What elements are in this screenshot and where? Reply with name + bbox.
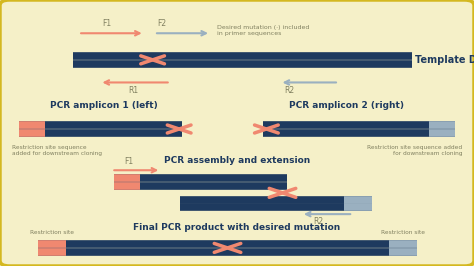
Text: Restriction site sequence
added for downstream cloning: Restriction site sequence added for down… (12, 145, 102, 156)
Text: Final PCR product with desired mutation: Final PCR product with desired mutation (133, 223, 341, 232)
Text: F1: F1 (124, 157, 134, 166)
Text: PCR assembly and extension: PCR assembly and extension (164, 156, 310, 165)
Text: Restriction site: Restriction site (381, 230, 425, 235)
Text: Template DNA: Template DNA (415, 55, 474, 65)
Text: R2: R2 (313, 217, 323, 226)
Text: PCR amplicon 1 (left): PCR amplicon 1 (left) (50, 101, 158, 110)
Text: R2: R2 (284, 86, 294, 95)
Text: Restriction site sequence added
for downstream cloning: Restriction site sequence added for down… (367, 145, 462, 156)
Text: F1: F1 (102, 19, 111, 28)
Text: Restriction site: Restriction site (30, 230, 74, 235)
Text: F2: F2 (157, 19, 166, 28)
Text: R1: R1 (128, 86, 138, 95)
Text: PCR amplicon 2 (right): PCR amplicon 2 (right) (289, 101, 403, 110)
Text: Desired mutation (·) included
in primer sequences: Desired mutation (·) included in primer … (217, 25, 310, 36)
